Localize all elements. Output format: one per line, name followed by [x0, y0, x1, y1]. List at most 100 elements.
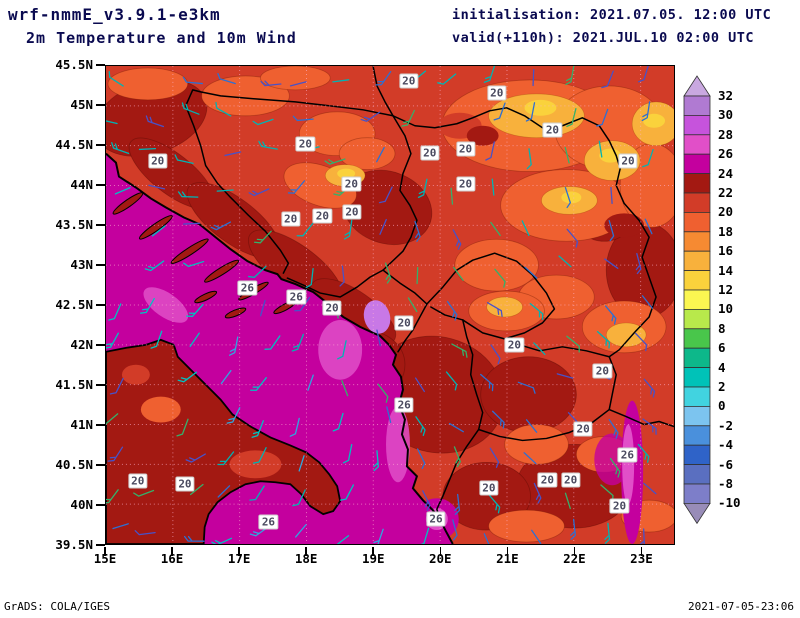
wind-barb — [177, 191, 199, 198]
wind-barb — [556, 373, 574, 379]
colorbar-level-label: 30 — [718, 107, 734, 123]
wind-barb — [643, 482, 657, 495]
wind-barb — [148, 184, 166, 190]
wind-barb — [564, 492, 571, 510]
lon-tick-label: 18E — [294, 551, 318, 566]
contour-label: 20 — [542, 122, 563, 138]
wind-barb — [570, 518, 576, 540]
wind-barb — [451, 343, 468, 358]
wind-barb — [524, 266, 538, 279]
wind-barb — [305, 268, 314, 289]
wind-barb — [150, 330, 163, 349]
colorbar-level-label: -4 — [718, 437, 734, 453]
colorbar-level-label: 12 — [718, 282, 734, 297]
wind-barb — [341, 380, 349, 397]
colorbar-level-label: 10 — [718, 301, 734, 317]
adriatic-coastline — [106, 152, 454, 544]
wind-barb — [422, 490, 431, 511]
contour-label: 20 — [175, 476, 195, 492]
map-plot: 20 20 20 20 20 20 20 20 20 20 20 20 20 26 26 20 20 20 20 26… — [105, 65, 675, 545]
contour-label: 20 — [504, 337, 525, 353]
wind-barb — [332, 79, 350, 83]
colorbar-level-label: 26 — [718, 146, 734, 162]
wind-barb — [109, 377, 124, 395]
wind-barb — [483, 533, 492, 544]
wind-barb — [531, 529, 542, 544]
wind-barb — [337, 340, 347, 360]
wind-barb — [453, 446, 461, 468]
wind-barb — [248, 188, 270, 197]
wind-barb — [452, 519, 458, 541]
wind-barb — [376, 329, 381, 347]
wind-barb — [566, 108, 577, 128]
wind-barb — [228, 336, 239, 356]
wind-barb — [417, 527, 430, 544]
wind-barb — [371, 528, 384, 544]
lat-tick-mark — [96, 64, 105, 66]
lat-tick-mark — [96, 544, 105, 546]
wind-barb — [226, 407, 241, 424]
wind-barb — [176, 418, 189, 437]
wind-barb — [189, 332, 200, 347]
wind-barb — [375, 70, 392, 86]
wind-barb — [446, 300, 458, 321]
lat-tick-label: 43.5N — [55, 217, 93, 232]
lon-tick-label: 20E — [429, 551, 452, 566]
wind-barb — [174, 154, 194, 165]
wind-barb — [525, 419, 538, 433]
contour-label: 20 — [399, 73, 419, 89]
wind-barb — [145, 115, 165, 128]
colorbar-level-label: 28 — [718, 126, 734, 142]
wind-barb — [488, 494, 501, 514]
contour-label: 26 — [617, 447, 638, 463]
colorbar-labels: 32 30 28 26 24 22 20 18 16 14 12 10 8 6 4 2 0 -2 -4 -6 -8 -10 — [684, 76, 762, 538]
colorbar-level-label: 18 — [718, 223, 734, 239]
contour-label: 20 — [479, 480, 499, 496]
wind-barb — [564, 146, 570, 164]
wind-barb — [638, 66, 650, 83]
contour-label: 20 — [455, 176, 476, 192]
wind-barb — [144, 260, 165, 272]
lat-tick-mark — [96, 504, 105, 506]
wind-barb — [260, 80, 282, 87]
wind-barb — [177, 371, 198, 383]
wind-barb — [289, 81, 307, 87]
contour-label: 20 — [537, 472, 557, 488]
wind-barb — [489, 447, 500, 468]
lat-tick-mark — [96, 184, 105, 186]
contour-label: 20 — [420, 145, 440, 161]
colorbar-level-label: 14 — [718, 262, 734, 278]
wind-barb — [448, 422, 464, 433]
wind-barb — [608, 220, 615, 242]
wind-barb — [248, 265, 267, 279]
contour-label: 20 — [560, 472, 581, 488]
lat-tick-mark — [96, 384, 105, 386]
italy-patches — [121, 364, 282, 479]
yellow-12-14-fill — [337, 99, 666, 204]
contour-label: 20 — [487, 85, 507, 101]
latitude-axis: 45.5N 45N 44.5N 44N 43.5N 43N 42.5N 42N 41.5N 41N… — [53, 57, 97, 552]
colorbar-level-label: 16 — [718, 243, 734, 259]
wind-barb — [107, 446, 124, 462]
lat-tick-label: 43N — [70, 257, 93, 272]
lat-tick-label: 42.5N — [55, 297, 93, 312]
lat-tick-label: 42N — [70, 337, 93, 352]
lat-tick-label: 40N — [70, 497, 93, 512]
wind-barb — [490, 221, 501, 237]
lon-tick-mark — [104, 546, 106, 556]
wind-barb — [533, 482, 542, 504]
wind-barbs-layer — [106, 66, 657, 544]
wind-barb — [108, 71, 124, 87]
wind-barb — [386, 406, 392, 424]
lat-tick-mark — [96, 144, 105, 146]
wind-barb — [450, 187, 454, 205]
wind-barb — [211, 537, 233, 544]
contour-label: 20 — [322, 300, 342, 316]
wind-barb — [373, 450, 379, 472]
wind-barb — [324, 158, 346, 165]
lon-tick-mark — [305, 546, 307, 556]
contour-label: 20 — [609, 498, 630, 514]
wind-barb — [452, 266, 464, 281]
wind-barb — [182, 76, 203, 85]
wind-barb — [217, 451, 235, 466]
